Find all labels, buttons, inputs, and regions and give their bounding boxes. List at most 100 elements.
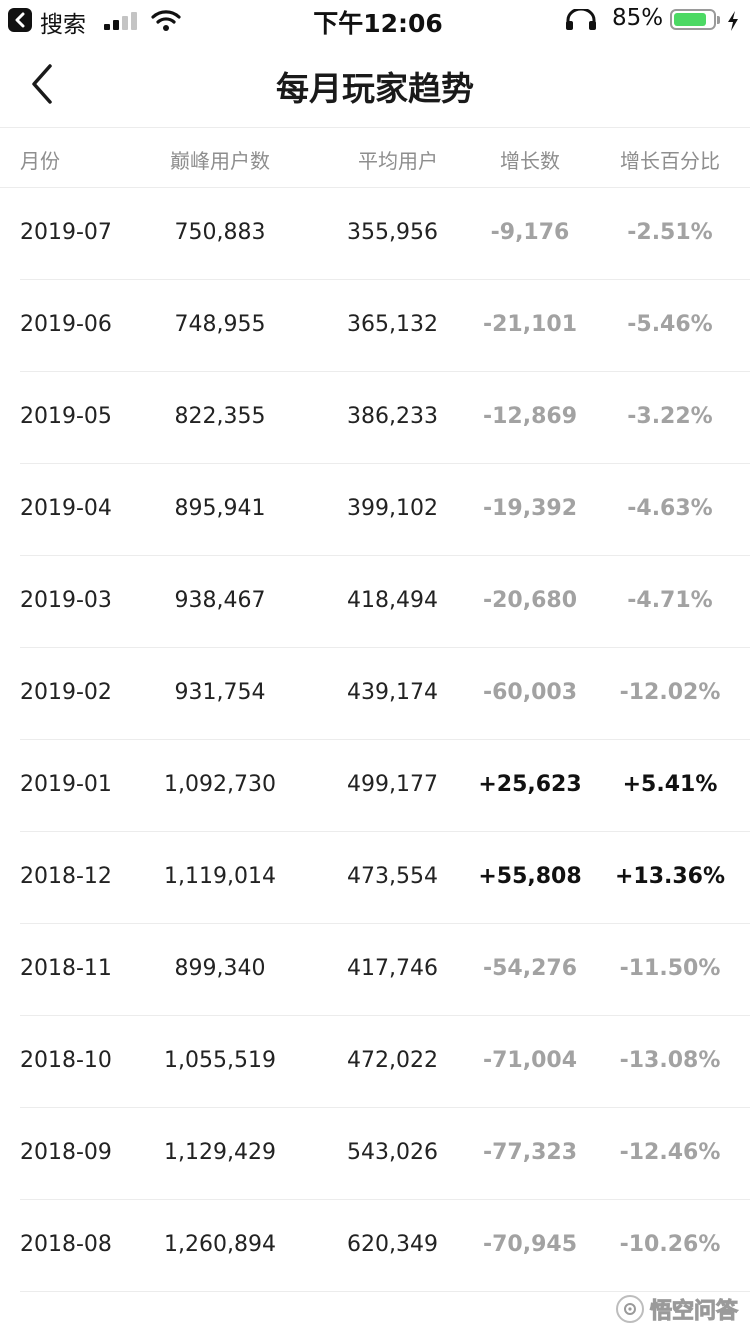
cell-growth-pct: -5.46% — [627, 312, 713, 337]
cell-month: 2018-09 — [20, 1140, 112, 1165]
table-row: 2019-04 895,941 399,102 -19,392 -4.63% — [0, 464, 750, 556]
signal-bar — [122, 16, 128, 30]
cell-growth: -12,869 — [482, 404, 578, 429]
cell-peak-users: 1,092,730 — [164, 772, 276, 797]
cell-growth: +25,623 — [478, 772, 582, 797]
cell-avg-users: 543,026 — [347, 1140, 438, 1165]
cell-month: 2018-10 — [20, 1048, 112, 1073]
signal-bar — [131, 12, 137, 30]
cell-peak-users: 931,754 — [174, 680, 266, 705]
battery-cap — [717, 16, 720, 24]
cell-avg-users: 473,554 — [347, 864, 438, 889]
cell-growth: -77,323 — [482, 1140, 578, 1165]
cell-peak-users: 748,955 — [174, 312, 266, 337]
cell-growth: -20,680 — [482, 588, 578, 613]
column-header-month: 月份 — [20, 149, 60, 173]
cell-avg-users: 472,022 — [347, 1048, 438, 1073]
cell-growth-pct: -12.46% — [619, 1140, 721, 1165]
signal-bar — [113, 20, 119, 30]
cell-growth-pct: -11.50% — [619, 956, 721, 981]
cell-peak-users: 899,340 — [174, 956, 266, 981]
cell-avg-users: 399,102 — [347, 496, 438, 521]
back-to-app-label[interactable]: 搜索 — [40, 12, 86, 38]
table-row: 2019-07 750,883 355,956 -9,176 -2.51% — [0, 188, 750, 280]
navigation-bar: 每月玩家趋势 — [0, 40, 750, 128]
back-to-app-icon[interactable] — [8, 8, 32, 32]
cell-avg-users: 417,746 — [347, 956, 438, 981]
cell-peak-users: 822,355 — [174, 404, 266, 429]
cell-month: 2019-04 — [20, 496, 112, 521]
cell-avg-users: 418,494 — [347, 588, 438, 613]
cell-growth: -71,004 — [482, 1048, 578, 1073]
cell-growth-pct: +5.41% — [622, 772, 718, 797]
cell-peak-users: 1,055,519 — [164, 1048, 276, 1073]
cell-peak-users: 895,941 — [174, 496, 266, 521]
cell-avg-users: 499,177 — [347, 772, 438, 797]
cell-peak-users: 1,260,894 — [164, 1232, 276, 1257]
cell-growth-pct: +13.36% — [614, 864, 726, 889]
table-row: 2019-06 748,955 365,132 -21,101 -5.46% — [0, 280, 750, 372]
headphones-icon — [566, 9, 596, 30]
cell-growth-pct: -3.22% — [627, 404, 713, 429]
wifi-icon — [151, 10, 181, 31]
cell-avg-users: 620,349 — [347, 1232, 438, 1257]
cell-avg-users: 365,132 — [347, 312, 438, 337]
watermark: 悟空问答 — [615, 1294, 739, 1325]
table-row: 2018-09 1,129,429 543,026 -77,323 -12.46% — [0, 1108, 750, 1200]
cell-growth: +55,808 — [478, 864, 582, 889]
cell-growth-pct: -2.51% — [627, 220, 713, 245]
table-row: 2019-05 822,355 386,233 -12,869 -3.22% — [0, 372, 750, 464]
table-row: 2019-03 938,467 418,494 -20,680 -4.71% — [0, 556, 750, 648]
cell-month: 2019-06 — [20, 312, 112, 337]
cell-avg-users: 355,956 — [347, 220, 438, 245]
status-bar: 搜索 下午12:06 85% — [0, 0, 750, 40]
cell-growth: -70,945 — [482, 1232, 578, 1257]
cell-growth-pct: -4.71% — [627, 588, 713, 613]
cell-growth-pct: -10.26% — [619, 1232, 721, 1257]
cell-growth-pct: -13.08% — [619, 1048, 721, 1073]
cellular-signal-icon — [104, 12, 138, 30]
cell-avg-users: 439,174 — [347, 680, 438, 705]
table-row: 2018-08 1,260,894 620,349 -70,945 -10.26% — [0, 1200, 750, 1292]
cell-growth: -19,392 — [482, 496, 578, 521]
watermark-text: 悟空问答 — [649, 1299, 738, 1325]
cell-month: 2019-03 — [20, 588, 112, 613]
cell-month: 2019-02 — [20, 680, 112, 705]
table-row: 2019-01 1,092,730 499,177 +25,623 +5.41% — [0, 740, 750, 832]
wukong-logo-icon — [615, 1295, 644, 1323]
cell-growth: -9,176 — [490, 220, 570, 245]
table-header: 月份 巅峰用户数 平均用户 增长数 增长百分比 — [0, 128, 750, 188]
cell-month: 2018-08 — [20, 1232, 112, 1257]
cell-growth-pct: -4.63% — [627, 496, 713, 521]
table-row: 2018-10 1,055,519 472,022 -71,004 -13.08% — [0, 1016, 750, 1108]
cell-growth: -21,101 — [482, 312, 578, 337]
table-row: 2018-12 1,119,014 473,554 +55,808 +13.36% — [0, 832, 750, 924]
battery-level-fill — [674, 13, 706, 26]
table-row: 2018-11 899,340 417,746 -54,276 -11.50% — [0, 924, 750, 1016]
page-title: 每月玩家趋势 — [276, 69, 474, 108]
cell-avg-users: 386,233 — [347, 404, 438, 429]
table-body: 2019-07 750,883 355,956 -9,176 -2.51% 2019-06… — [0, 188, 750, 1292]
cell-growth: -54,276 — [482, 956, 578, 981]
column-header-growth: 增长数 — [500, 149, 560, 173]
cell-month: 2019-05 — [20, 404, 112, 429]
column-header-growth-pct: 增长百分比 — [620, 149, 720, 173]
battery-percent: 85% — [612, 5, 664, 31]
status-time: 下午12:06 — [313, 9, 443, 38]
chevron-left-icon[interactable] — [24, 62, 64, 106]
cell-month: 2018-11 — [20, 956, 112, 981]
battery-icon — [670, 9, 716, 30]
cell-peak-users: 1,129,429 — [164, 1140, 276, 1165]
signal-bar — [104, 24, 110, 30]
cell-month: 2019-07 — [20, 220, 112, 245]
cell-peak-users: 750,883 — [174, 220, 266, 245]
charging-bolt-icon — [728, 11, 738, 31]
cell-peak-users: 1,119,014 — [164, 864, 276, 889]
cell-growth: -60,003 — [482, 680, 578, 705]
cell-month: 2019-01 — [20, 772, 112, 797]
cell-growth-pct: -12.02% — [619, 680, 721, 705]
table-row: 2019-02 931,754 439,174 -60,003 -12.02% — [0, 648, 750, 740]
column-header-peak-users: 巅峰用户数 — [170, 149, 270, 173]
column-header-avg-users: 平均用户 — [358, 149, 438, 173]
cell-month: 2018-12 — [20, 864, 112, 889]
